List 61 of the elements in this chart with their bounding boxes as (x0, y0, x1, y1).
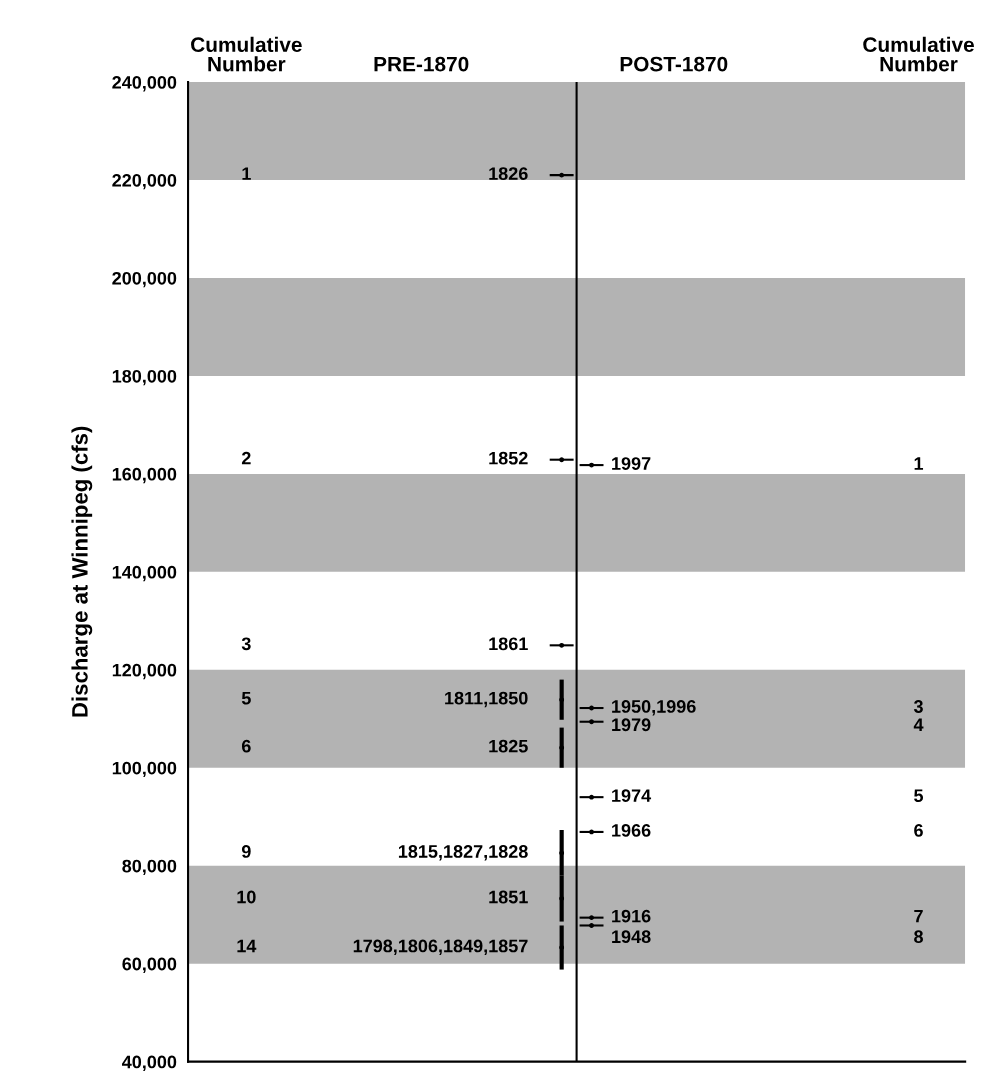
y-tick-label: 240,000 (112, 76, 177, 92)
y-tick-label: 40,000 (122, 1055, 177, 1071)
point (589, 719, 594, 725)
point (589, 462, 594, 468)
y-tick-label: 120,000 (112, 663, 177, 680)
annotation: 6 (241, 739, 251, 753)
point (559, 850, 565, 856)
point (559, 945, 565, 950)
text: POST-1870 (620, 56, 728, 72)
point (559, 642, 565, 648)
annotation: 1861 (489, 637, 528, 651)
annotation: 7 (914, 909, 923, 923)
annotation: 1825 (489, 739, 528, 753)
point (589, 705, 594, 711)
y-tick-label: 200,000 (112, 271, 177, 288)
annotation: 1974 (612, 789, 652, 803)
annotation: 1811,1850 (445, 691, 528, 708)
annotation: 1852 (489, 451, 528, 465)
point (559, 896, 565, 901)
annotation: 1916 (612, 909, 651, 923)
annotation: 10 (237, 890, 256, 904)
y-tick-label: 80,000 (122, 859, 177, 876)
annotation: 1851 (489, 890, 528, 904)
y-tick-label: 220,000 (112, 173, 177, 190)
annotation: 3 (241, 637, 251, 651)
annotation: 5 (914, 789, 924, 803)
point (589, 923, 594, 928)
point (589, 794, 594, 800)
y-tick-label: 140,000 (112, 565, 177, 582)
point (559, 697, 565, 703)
annotation: 1815,1827,1828 (398, 845, 528, 861)
annotation: 1997 (612, 457, 651, 470)
annotation: 1979 (612, 718, 651, 732)
text: Cumulative Number (863, 36, 974, 72)
annotation: 4 (913, 718, 924, 731)
annotation: 5 (241, 691, 251, 705)
point (559, 457, 565, 463)
annotation: 14 (237, 939, 257, 953)
annotation: 2 (241, 451, 251, 465)
point (559, 172, 565, 178)
y-tick-label: 60,000 (122, 957, 177, 974)
text: PRE-1870 (374, 56, 469, 72)
annotation: 1826 (489, 167, 528, 180)
y-tick-label: 180,000 (112, 369, 177, 386)
y-axis-title: Discharge at Winnipeg (cfs) (71, 426, 93, 717)
annotation: 6 (914, 823, 923, 837)
annotation: 1798,1806,1849,1857 (353, 939, 528, 955)
point (589, 915, 594, 921)
annotation: 8 (914, 930, 923, 944)
annotation: 1 (914, 457, 924, 470)
annotation: 1 (242, 167, 251, 180)
annotation: 1948 (612, 930, 651, 944)
annotation: 1966 (612, 823, 651, 837)
annotation: 9 (241, 845, 251, 858)
y-tick-label: 160,000 (112, 467, 177, 484)
point (589, 829, 594, 835)
y-tick-label: 100,000 (112, 761, 177, 778)
text: Cumulative Number (191, 36, 302, 72)
annotation: 3 (913, 700, 923, 713)
annotation: 1950,1996 (612, 700, 696, 716)
point (559, 745, 565, 751)
